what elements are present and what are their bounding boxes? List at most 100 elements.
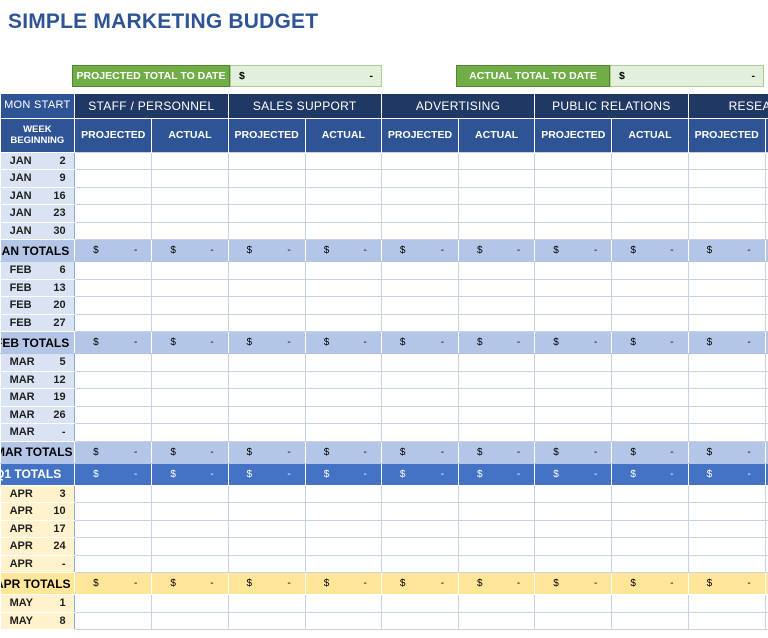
week-cell[interactable]: FEB 6 [0,261,76,280]
week-cell[interactable]: JAN 30 [0,221,76,240]
budget-cell[interactable] [687,484,766,503]
budget-cell[interactable] [227,151,306,170]
budget-cell[interactable] [380,554,460,573]
budget-cell[interactable] [611,388,689,407]
budget-cell[interactable] [458,554,536,573]
budget-cell[interactable] [227,484,306,503]
projected-header[interactable]: PROJECTED [688,117,766,152]
budget-cell[interactable] [151,423,229,442]
budget-cell[interactable] [74,537,153,556]
budget-cell[interactable] [611,594,689,613]
budget-cell[interactable] [687,405,766,424]
budget-cell[interactable] [151,405,229,424]
total-cell[interactable]: $- [380,572,460,595]
week-cell[interactable]: FEB 20 [0,296,76,315]
budget-cell[interactable] [458,204,536,223]
budget-cell[interactable] [687,313,766,332]
budget-cell[interactable] [380,537,460,556]
total-cell[interactable]: $- [458,331,536,354]
week-cell[interactable]: JAN 9 [0,169,76,188]
budget-cell[interactable] [304,221,382,240]
projected-header[interactable]: PROJECTED [228,117,306,152]
budget-cell[interactable] [611,296,689,315]
actual-header[interactable]: ACTUAL [611,117,689,152]
budget-cell[interactable] [458,353,536,372]
total-cell[interactable]: $- [534,331,613,354]
total-cell[interactable]: $- [74,239,153,262]
budget-cell[interactable] [534,278,613,297]
budget-cell[interactable] [227,405,306,424]
budget-cell[interactable] [534,353,613,372]
budget-cell[interactable] [380,169,460,188]
budget-cell[interactable] [151,388,229,407]
budget-cell[interactable] [304,405,382,424]
group-header-advertising[interactable]: ADVERTISING [381,94,536,118]
budget-cell[interactable] [304,353,382,372]
budget-cell[interactable] [151,502,229,521]
total-cell[interactable]: $- [534,239,613,262]
budget-cell[interactable] [227,370,306,389]
week-cell[interactable]: MAR 5 [0,353,76,372]
budget-cell[interactable] [764,611,768,630]
total-cell[interactable]: $- [380,440,460,464]
budget-cell[interactable] [227,519,306,538]
budget-cell[interactable] [687,353,766,372]
budget-cell[interactable] [74,405,153,424]
total-cell[interactable]: $- [687,239,766,262]
projected-header[interactable]: PROJECTED [534,117,613,152]
budget-cell[interactable] [151,519,229,538]
budget-cell[interactable] [534,261,613,280]
budget-cell[interactable] [611,169,689,188]
budget-cell[interactable] [74,388,153,407]
budget-cell[interactable] [380,611,460,630]
budget-cell[interactable] [151,537,229,556]
budget-cell[interactable] [74,151,153,170]
budget-cell[interactable] [304,204,382,223]
budget-cell[interactable] [611,221,689,240]
week-cell[interactable]: JAN 2 [0,151,76,170]
budget-cell[interactable] [458,278,536,297]
budget-cell[interactable] [304,261,382,280]
week-cell[interactable]: MAR - [0,423,76,442]
budget-cell[interactable] [74,502,153,521]
budget-cell[interactable] [458,296,536,315]
budget-cell[interactable] [74,484,153,503]
total-cell[interactable]: $- [687,462,766,486]
budget-cell[interactable] [534,502,613,521]
budget-cell[interactable] [151,611,229,630]
budget-cell[interactable] [458,484,536,503]
budget-cell[interactable] [304,278,382,297]
budget-cell[interactable] [227,611,306,630]
budget-cell[interactable] [611,313,689,332]
budget-cell[interactable] [380,423,460,442]
budget-cell[interactable] [227,278,306,297]
budget-cell[interactable] [380,204,460,223]
budget-cell[interactable] [74,204,153,223]
budget-cell[interactable] [74,611,153,630]
group-header-research[interactable]: RESEA [688,94,768,118]
total-cell[interactable]: $- [74,331,153,354]
budget-cell[interactable] [687,278,766,297]
budget-cell[interactable] [227,169,306,188]
budget-cell[interactable] [687,221,766,240]
budget-cell[interactable] [304,151,382,170]
budget-cell[interactable] [458,151,536,170]
budget-cell[interactable] [304,484,382,503]
week-cell[interactable]: APR 10 [0,502,76,521]
budget-cell[interactable] [304,169,382,188]
total-cell[interactable]: $- [458,572,536,595]
total-cell[interactable]: $- [227,440,306,464]
total-cell[interactable]: $- [764,462,768,486]
budget-cell[interactable] [611,353,689,372]
total-cell[interactable]: $- [151,331,229,354]
budget-cell[interactable] [458,502,536,521]
budget-cell[interactable] [458,388,536,407]
budget-cell[interactable] [458,423,536,442]
budget-cell[interactable] [534,169,613,188]
budget-cell[interactable] [687,519,766,538]
budget-cell[interactable] [611,151,689,170]
total-cell[interactable]: $- [534,462,613,486]
budget-cell[interactable] [687,537,766,556]
budget-cell[interactable] [534,423,613,442]
week-cell[interactable]: JAN 16 [0,186,76,205]
